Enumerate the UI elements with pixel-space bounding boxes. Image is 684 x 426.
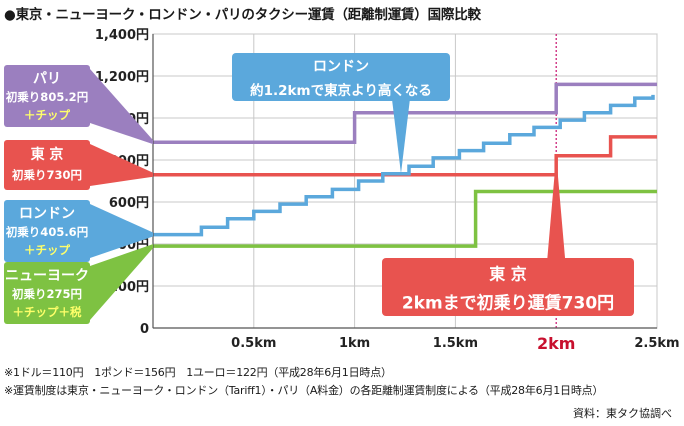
y-tick-label: 0 [140, 322, 149, 337]
series-label-text: ＋チップ＋税 [13, 305, 82, 319]
series-line-0 [153, 82, 657, 144]
series-label-text: 初乗り805.2円 [6, 90, 88, 104]
annotation-text: 2kmまで初乗り運賃730円 [402, 293, 614, 314]
label-connector [90, 144, 153, 186]
source-note: 資料：東タク協調べ [573, 407, 672, 420]
annotation-box [382, 258, 634, 316]
label-connector [90, 204, 153, 258]
label-connector [90, 244, 153, 320]
series-label-text: パリ [33, 71, 61, 87]
series-label-text: 初乗り275円 [12, 287, 82, 301]
chart-title: ●東京・ニューヨーク・ロンドン・パリのタクシー運賃（距離制運賃）国際比較 [4, 7, 481, 23]
x-ticks: 0.5km 1km 1.5km 2km 2.5km [231, 334, 679, 353]
label-connector [90, 69, 153, 145]
y-tick-label: 1,400円 [95, 28, 149, 43]
annotation-pointer [547, 155, 566, 260]
annotation-text: 約1.2kmで東京より高くなる [250, 82, 432, 99]
series-label-text: ＋チップ [24, 243, 70, 257]
annotation-pointer [391, 99, 410, 174]
series-label-box [4, 65, 90, 127]
annotation-text: 東 京 [489, 264, 527, 283]
series-label-text: ニューヨーク [5, 268, 89, 284]
note-exchange-rate: ※1ドル＝110円 1ポンド＝156円 1ユーロ＝122円（平成28年6月1日時… [4, 366, 392, 379]
series-label-box [4, 140, 90, 190]
note-fare-system: ※運賃制度は東京・ニューヨーク・ロンドン（Tariff1）・パリ（A料金）の各距… [4, 384, 604, 397]
series-line-2 [153, 94, 655, 237]
x-tick-label: 1km [339, 336, 370, 351]
series-label-text: ＋チップ [24, 108, 70, 122]
annotation-text: ロンドン [313, 59, 369, 75]
series-line-3 [153, 189, 657, 248]
axes [152, 34, 657, 329]
plot-lines [153, 82, 657, 248]
y-tick-label: 1,200円 [95, 70, 149, 85]
series-label-text: 初乗り405.6円 [6, 225, 88, 239]
x-tick-label: 2km [537, 334, 575, 353]
series-label-text: 初乗り730円 [12, 168, 82, 182]
series-line-1 [153, 135, 657, 177]
series-label-box [4, 262, 90, 324]
y-tick-label: 600円 [109, 196, 149, 211]
series-label-box [4, 200, 90, 262]
x-tick-label: 2.5km [634, 336, 679, 351]
series-label-text: ロンドン [19, 206, 75, 222]
x-tick-label: 1.5km [433, 336, 478, 351]
series-label-text: 東 京 [31, 146, 64, 163]
x-tick-label: 0.5km [231, 336, 276, 351]
annotation-box [232, 53, 450, 101]
